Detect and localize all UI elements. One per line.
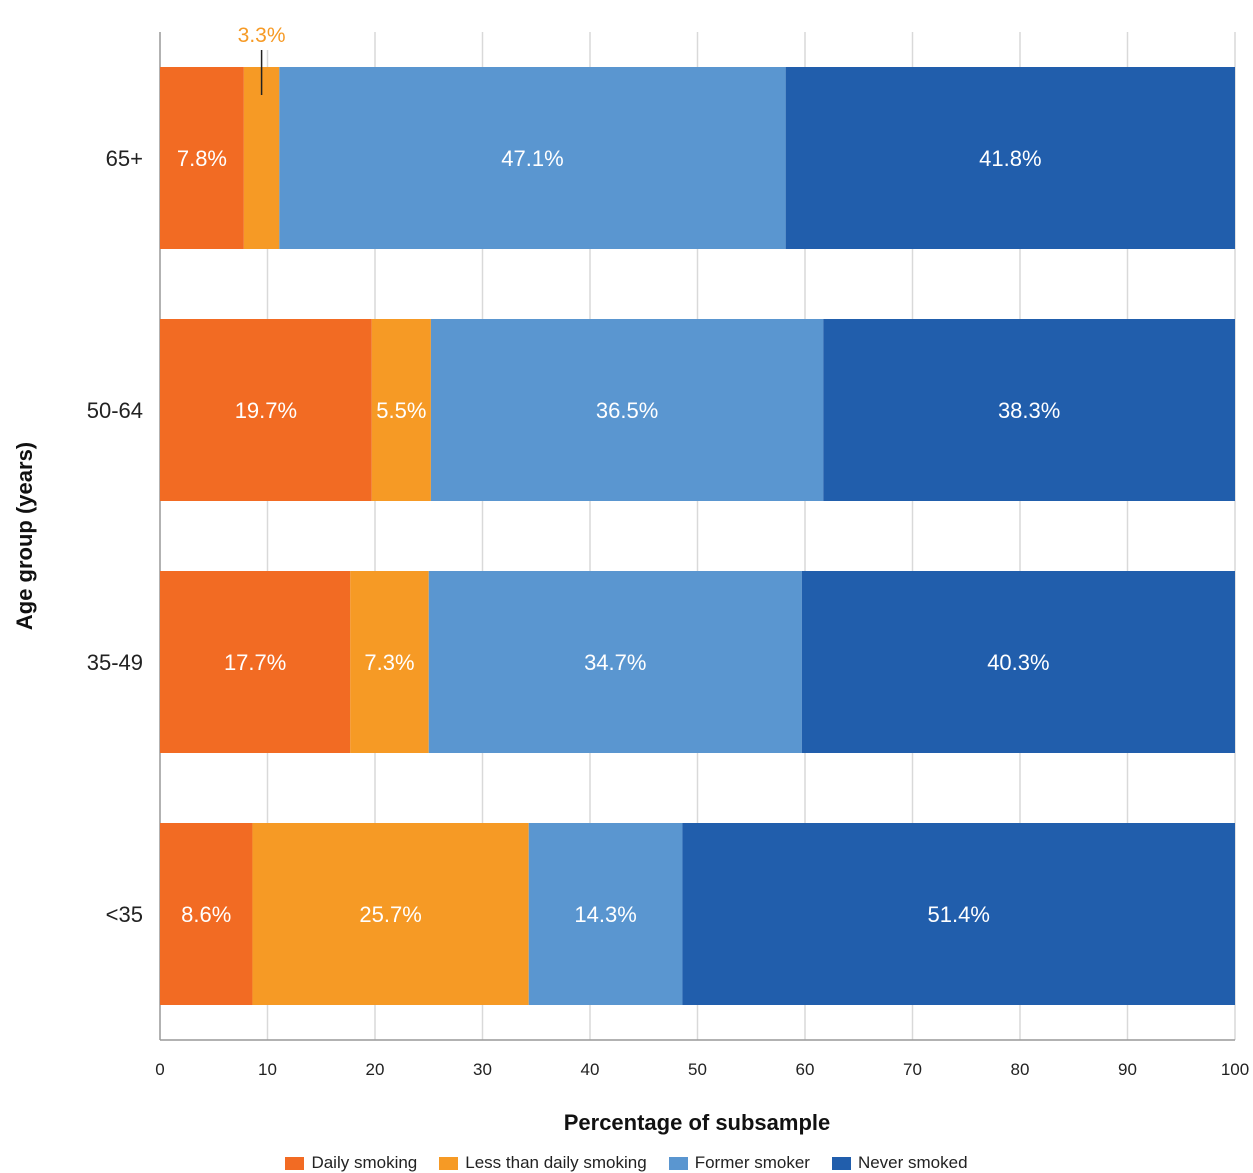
bar-data-label: 36.5% <box>596 398 658 423</box>
legend-swatch <box>285 1157 304 1170</box>
bar-data-label: 34.7% <box>584 650 646 675</box>
bar-data-label: 40.3% <box>987 650 1049 675</box>
x-tick-label: 80 <box>1011 1060 1030 1079</box>
bar-data-label: 41.8% <box>979 146 1041 171</box>
legend-label: Former smoker <box>695 1153 810 1173</box>
legend-item: Less than daily smoking <box>439 1153 646 1173</box>
bar-data-label: 5.5% <box>376 398 426 423</box>
bar-data-label: 8.6% <box>181 902 231 927</box>
x-tick-label: 60 <box>796 1060 815 1079</box>
legend-item: Former smoker <box>669 1153 810 1173</box>
legend-label: Daily smoking <box>311 1153 417 1173</box>
x-tick-label: 40 <box>581 1060 600 1079</box>
category-label: 35-49 <box>87 650 143 675</box>
bar-data-label: 47.1% <box>501 146 563 171</box>
bar-data-label: 25.7% <box>359 902 421 927</box>
x-tick-label: 90 <box>1118 1060 1137 1079</box>
x-tick-label: 70 <box>903 1060 922 1079</box>
category-label: <35 <box>106 902 143 927</box>
legend-label: Less than daily smoking <box>465 1153 646 1173</box>
bar-data-label: 7.8% <box>177 146 227 171</box>
category-label: 65+ <box>106 146 143 171</box>
legend-label: Never smoked <box>858 1153 968 1173</box>
bar-data-label: 51.4% <box>928 902 990 927</box>
x-tick-label: 100 <box>1221 1060 1249 1079</box>
bar-data-label: 19.7% <box>235 398 297 423</box>
legend-swatch <box>832 1157 851 1170</box>
x-tick-label: 0 <box>155 1060 164 1079</box>
legend-item: Never smoked <box>832 1153 968 1173</box>
bar-data-label: 14.3% <box>574 902 636 927</box>
bar-data-label: 7.3% <box>364 650 414 675</box>
x-tick-label: 10 <box>258 1060 277 1079</box>
x-tick-label: 20 <box>366 1060 385 1079</box>
bar-data-label: 38.3% <box>998 398 1060 423</box>
legend: Daily smoking Less than daily smoking Form… <box>0 1153 1253 1173</box>
bar-data-label: 17.7% <box>224 650 286 675</box>
callout-label: 3.3% <box>238 24 286 47</box>
bar-labels: 7.8% 47.1% 41.8% 19.7% 5.5% 36.5% 38.3% 17.7% 7.… <box>177 146 1060 927</box>
y-axis-title: Age group (years) <box>12 442 37 630</box>
legend-item: Daily smoking <box>285 1153 417 1173</box>
x-tick-labels: 0 10 20 30 40 50 60 70 80 90 100 <box>155 1060 1249 1079</box>
category-label: 50-64 <box>87 398 143 423</box>
legend-swatch <box>669 1157 688 1170</box>
x-tick-label: 30 <box>473 1060 492 1079</box>
category-labels: 65+ 50-64 35-49 <35 <box>87 146 143 927</box>
x-axis-title: Percentage of subsample <box>564 1110 831 1135</box>
legend-swatch <box>439 1157 458 1170</box>
x-tick-label: 50 <box>688 1060 707 1079</box>
